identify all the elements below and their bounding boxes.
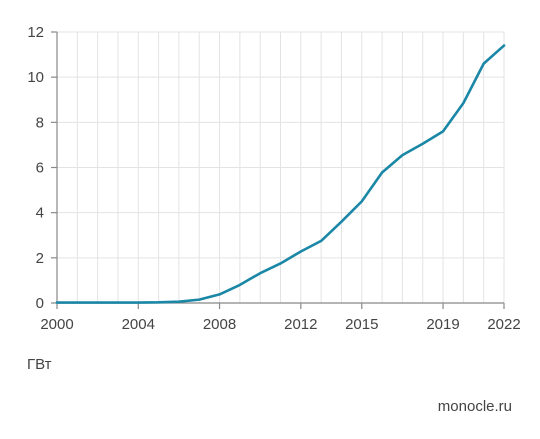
x-tick-label: 2015 <box>345 316 378 333</box>
x-tick-label: 2022 <box>487 316 520 333</box>
x-tick-label: 2008 <box>203 316 236 333</box>
y-tick-label: 6 <box>36 160 44 177</box>
source-label: monocle.ru <box>437 398 512 415</box>
x-tick-label: 2004 <box>122 316 155 333</box>
y-tick-label: 12 <box>27 24 44 41</box>
x-tick-label: 2012 <box>284 316 317 333</box>
x-tick-label: 2019 <box>426 316 459 333</box>
y-tick-label: 8 <box>36 114 44 131</box>
x-tick-label: 2000 <box>40 316 73 333</box>
y-tick-label: 0 <box>36 295 44 312</box>
y-tick-label: 10 <box>27 69 44 86</box>
y-axis-unit-label: ГВт <box>27 356 52 373</box>
y-tick-label: 2 <box>36 250 44 267</box>
y-tick-label: 4 <box>36 205 44 222</box>
